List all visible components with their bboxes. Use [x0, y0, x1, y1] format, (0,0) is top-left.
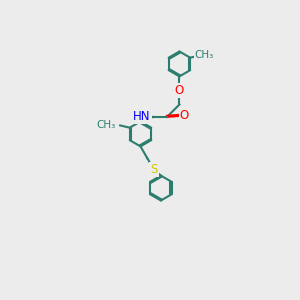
- Text: O: O: [180, 109, 189, 122]
- Text: CH₃: CH₃: [96, 120, 116, 130]
- Text: S: S: [150, 164, 158, 176]
- Text: O: O: [175, 84, 184, 97]
- Text: HN: HN: [133, 110, 151, 123]
- Text: CH₃: CH₃: [195, 50, 214, 60]
